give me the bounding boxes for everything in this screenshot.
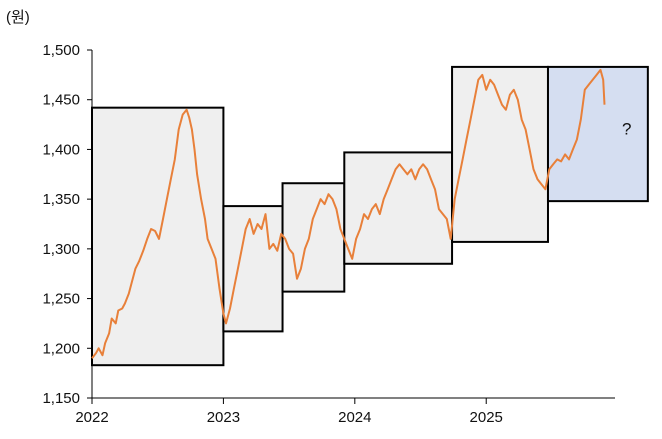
- y-tick-label: 1,500: [42, 42, 80, 59]
- y-tick-label: 1,450: [42, 92, 80, 109]
- period-range-box: [222, 205, 284, 333]
- period-boxes: [91, 65, 649, 367]
- y-tick-labels: 1,150 1,200 1,250 1,300 1,350 1,400 1,450 1,500: [42, 42, 80, 407]
- forecast-range-box: [546, 65, 649, 203]
- x-tick-label: 2024: [338, 409, 371, 426]
- y-tick-label: 1,300: [42, 241, 80, 258]
- axes: [87, 49, 615, 404]
- y-tick-label: 1,350: [42, 191, 80, 208]
- x-tick-labels: 2022 2023 2024 2025: [75, 409, 503, 426]
- period-range-box: [343, 151, 454, 265]
- x-tick-label: 2022: [75, 409, 108, 426]
- y-unit-label: (원): [6, 9, 30, 26]
- y-tick-label: 1,400: [42, 141, 80, 158]
- period-range-box: [281, 182, 346, 293]
- period-range-box: [451, 65, 549, 243]
- y-tick-label: 1,200: [42, 340, 80, 357]
- y-tick-label: 1,250: [42, 291, 80, 308]
- x-tick-label: 2023: [207, 409, 240, 426]
- series-line: [91, 68, 606, 359]
- x-tick-label: 2025: [470, 409, 503, 426]
- forecast-question-mark: ?: [622, 120, 631, 139]
- y-tick-label: 1,150: [42, 390, 80, 407]
